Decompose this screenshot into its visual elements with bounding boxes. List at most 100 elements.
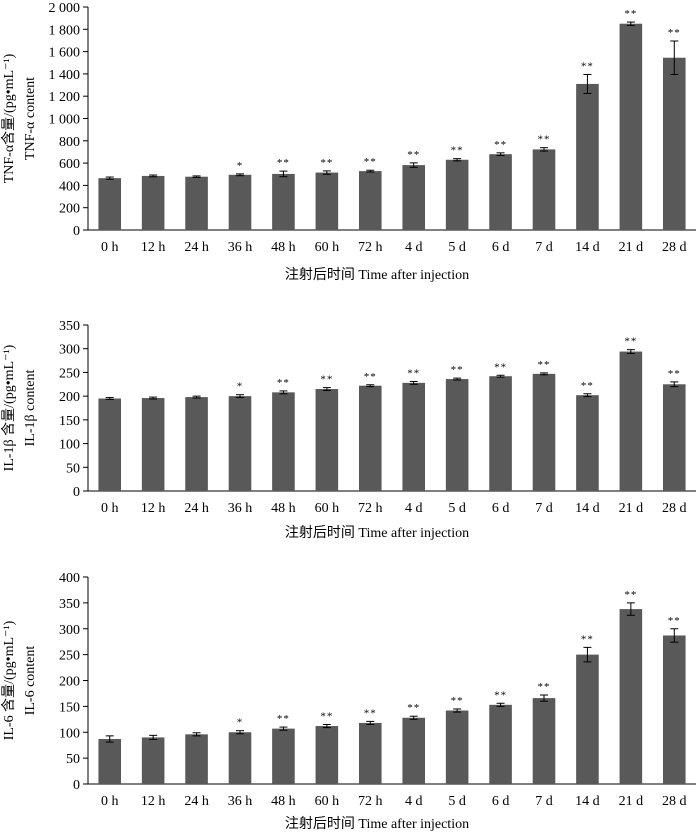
significance-marker: ** bbox=[494, 361, 507, 373]
bar bbox=[662, 57, 686, 230]
y-tick-label: 200 bbox=[59, 675, 80, 690]
significance-marker: ** bbox=[624, 336, 637, 348]
bar bbox=[576, 654, 599, 784]
y-tick-label: 150 bbox=[59, 700, 80, 715]
significance-marker: * bbox=[237, 160, 244, 172]
category-label: 28 d bbox=[662, 794, 687, 809]
bar bbox=[272, 392, 295, 491]
y-tick-label: 0 bbox=[73, 778, 80, 793]
bar bbox=[98, 738, 122, 784]
significance-marker: ** bbox=[668, 368, 681, 380]
bar bbox=[489, 376, 512, 491]
significance-marker: ** bbox=[494, 689, 507, 701]
significance-marker: ** bbox=[581, 380, 594, 392]
significance-marker: ** bbox=[538, 134, 551, 146]
significance-marker: ** bbox=[451, 145, 464, 157]
category-label: 24 h bbox=[184, 240, 209, 255]
bar bbox=[445, 159, 469, 230]
category-label: 0 h bbox=[101, 240, 119, 255]
significance-marker: ** bbox=[451, 364, 464, 376]
bar bbox=[228, 174, 252, 230]
category-label: 21 d bbox=[619, 501, 644, 516]
bar bbox=[358, 171, 382, 230]
significance-marker: * bbox=[237, 381, 244, 393]
bar bbox=[358, 722, 382, 784]
y-tick-label: 1 800 bbox=[49, 23, 81, 38]
category-label: 14 d bbox=[575, 794, 600, 809]
bar bbox=[315, 389, 339, 491]
y-tick-label: 0 bbox=[73, 224, 80, 239]
bar bbox=[185, 397, 208, 491]
significance-marker: ** bbox=[407, 702, 420, 714]
category-label: 48 h bbox=[271, 240, 296, 255]
category-label: 6 d bbox=[492, 240, 510, 255]
category-label: 72 h bbox=[358, 794, 383, 809]
bar bbox=[185, 734, 208, 784]
significance-marker: ** bbox=[277, 713, 290, 725]
category-label: 72 h bbox=[358, 240, 383, 255]
significance-marker: ** bbox=[538, 359, 551, 371]
y-tick-label: 100 bbox=[59, 726, 80, 741]
bar bbox=[532, 149, 556, 230]
bar bbox=[141, 398, 165, 491]
category-label: 0 h bbox=[101, 794, 119, 809]
significance-marker: ** bbox=[668, 615, 681, 627]
y-tick-label: 200 bbox=[59, 390, 80, 405]
category-label: 7 d bbox=[535, 501, 553, 516]
chart-panel-2: 0 50 100 150 200 250 300 350 0 h 12 h 24 h * 36 h ** 4… bbox=[1, 319, 696, 541]
bar bbox=[619, 609, 643, 784]
category-label: 60 h bbox=[315, 794, 340, 809]
significance-marker: ** bbox=[451, 695, 464, 707]
significance-marker: ** bbox=[581, 60, 594, 72]
bar bbox=[489, 704, 512, 784]
significance-marker: ** bbox=[538, 681, 551, 693]
y-tick-label: 1 000 bbox=[49, 113, 81, 128]
category-label: 60 h bbox=[315, 501, 340, 516]
category-label: 4 d bbox=[405, 501, 423, 516]
category-label: 7 d bbox=[535, 794, 553, 809]
y-tick-label: 350 bbox=[59, 597, 80, 612]
y-tick-label: 50 bbox=[66, 752, 80, 767]
significance-marker: ** bbox=[364, 707, 377, 719]
bar bbox=[315, 726, 339, 784]
bar bbox=[141, 175, 165, 230]
bar bbox=[532, 373, 556, 491]
y-axis-label: TNF-α content bbox=[23, 77, 38, 160]
bar bbox=[662, 384, 686, 491]
bar bbox=[662, 635, 686, 784]
bar bbox=[402, 165, 426, 230]
significance-marker: ** bbox=[364, 156, 377, 168]
category-label: 6 d bbox=[492, 501, 510, 516]
bar bbox=[532, 698, 556, 784]
category-label: 14 d bbox=[575, 240, 600, 255]
bar bbox=[358, 385, 382, 491]
y-tick-label: 300 bbox=[59, 343, 80, 358]
category-label: 24 h bbox=[184, 794, 209, 809]
y-tick-label: 400 bbox=[59, 571, 80, 586]
category-label: 12 h bbox=[141, 501, 166, 516]
category-label: 4 d bbox=[405, 794, 423, 809]
significance-marker: ** bbox=[494, 139, 507, 151]
significance-marker: ** bbox=[277, 157, 290, 169]
significance-marker: ** bbox=[320, 157, 333, 169]
significance-marker: * bbox=[237, 717, 244, 729]
significance-marker: ** bbox=[407, 367, 420, 379]
y-axis-label: IL-6 content bbox=[23, 646, 38, 716]
x-axis-label: 注射后时间 Time after injection bbox=[285, 267, 469, 283]
category-label: 5 d bbox=[448, 240, 466, 255]
bar bbox=[228, 732, 252, 784]
y-tick-label: 200 bbox=[59, 202, 80, 217]
significance-marker: ** bbox=[407, 149, 420, 161]
bar bbox=[98, 178, 122, 230]
bar bbox=[228, 396, 252, 491]
category-label: 72 h bbox=[358, 501, 383, 516]
category-label: 24 h bbox=[184, 501, 209, 516]
category-label: 4 d bbox=[405, 240, 423, 255]
significance-marker: ** bbox=[624, 8, 637, 20]
category-label: 14 d bbox=[575, 501, 600, 516]
bar bbox=[445, 710, 469, 784]
y-tick-label: 400 bbox=[59, 179, 80, 194]
bar bbox=[489, 154, 512, 230]
category-label: 48 h bbox=[271, 794, 296, 809]
